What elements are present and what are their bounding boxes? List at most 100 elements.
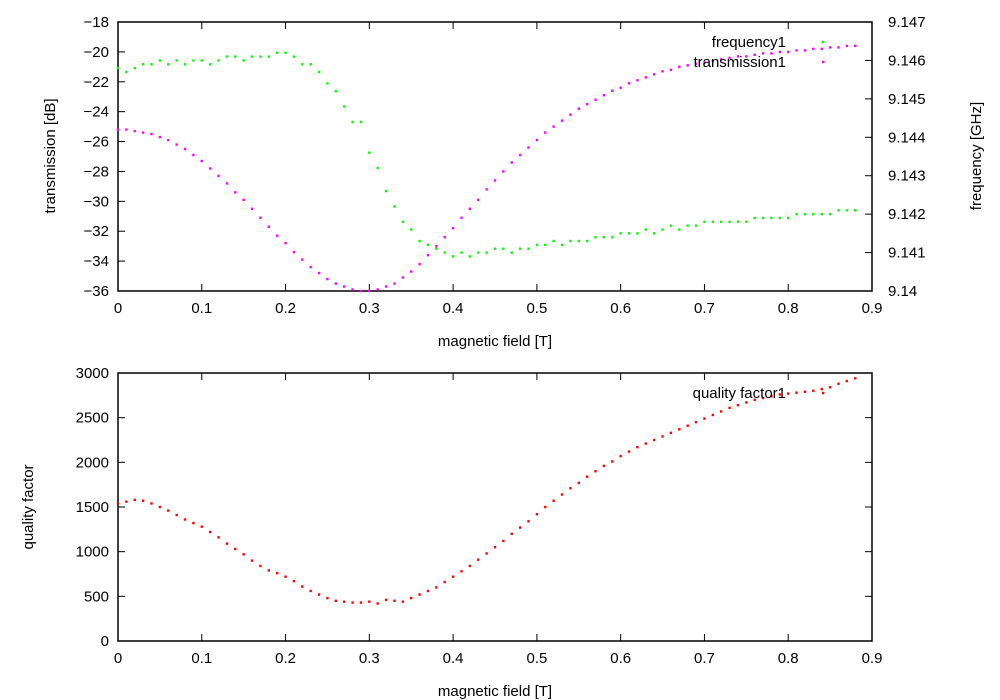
data-point (745, 55, 748, 58)
top-x-tick-label: 0.2 (275, 300, 296, 317)
data-point (828, 212, 832, 216)
data-point (585, 102, 589, 106)
data-point (443, 251, 446, 254)
data-point (854, 209, 857, 212)
data-point (275, 234, 279, 237)
data-point (636, 79, 639, 82)
data-point (510, 161, 513, 164)
data-point (393, 205, 396, 208)
data-point (250, 559, 254, 562)
data-point (795, 391, 798, 394)
data-point (326, 596, 329, 600)
data-point (133, 66, 136, 70)
data-point (518, 247, 522, 250)
top-x-tick-label: 0.5 (526, 300, 547, 317)
data-point (334, 282, 338, 285)
data-point (493, 247, 497, 250)
top-y2-tick-label: 9.142 (888, 206, 926, 223)
data-point (200, 525, 203, 528)
data-point (208, 63, 212, 66)
top-y-tick-label: −26 (84, 134, 109, 151)
data-point (468, 564, 472, 568)
data-point (451, 227, 455, 230)
top-y2-tick-label: 9.147 (888, 14, 926, 31)
data-point (845, 379, 849, 383)
data-point (502, 539, 505, 543)
data-point (569, 113, 572, 116)
data-point (795, 212, 798, 216)
data-point (225, 542, 229, 545)
data-point (611, 236, 614, 239)
top-y-tick-label: −24 (84, 104, 109, 121)
data-point (116, 66, 120, 70)
data-point (661, 228, 664, 231)
legend-marker (822, 60, 825, 64)
data-point (828, 386, 832, 389)
data-point (410, 596, 413, 600)
data-point (468, 207, 472, 211)
data-point (652, 232, 656, 235)
data-point (787, 392, 790, 395)
data-point (259, 55, 262, 58)
data-point (443, 236, 446, 239)
data-point (803, 49, 807, 52)
data-point (678, 428, 681, 431)
data-point (535, 138, 539, 142)
data-point (535, 512, 539, 516)
data-point (384, 598, 388, 602)
bottom-x-tick-label: 0.2 (275, 650, 296, 667)
data-point (141, 63, 145, 66)
data-point (795, 49, 798, 52)
data-point (837, 382, 840, 385)
data-point (334, 89, 338, 93)
legend-marker (822, 40, 825, 44)
data-point (502, 247, 505, 250)
data-point (317, 271, 321, 275)
data-point (778, 393, 782, 396)
top-y2-tick-label: 9.146 (888, 52, 926, 69)
series-frequency1 (116, 51, 857, 258)
top-y-tick-label: −36 (84, 283, 109, 300)
data-point (560, 243, 564, 247)
data-point (510, 532, 513, 535)
top-x-axis-label: magnetic field [T] (438, 333, 552, 350)
data-point (393, 282, 396, 285)
data-point (234, 547, 237, 551)
data-point (644, 228, 647, 231)
top-x-tick-label: 0.4 (443, 300, 464, 317)
top-x-tick-label: 0.6 (610, 300, 631, 317)
data-point (125, 128, 128, 131)
data-point (284, 241, 287, 245)
data-point (351, 288, 354, 291)
top-y2-tick-label: 9.14 (888, 283, 917, 300)
data-point (451, 255, 455, 258)
series-quality-factor1 (116, 377, 857, 605)
data-point (736, 55, 740, 58)
series-transmission1 (116, 44, 857, 293)
data-point (460, 251, 463, 254)
top-y-tick-label: −32 (84, 223, 109, 240)
data-point (753, 53, 756, 57)
data-point (552, 239, 555, 243)
data-point (527, 146, 530, 149)
data-point (636, 445, 639, 449)
data-point (410, 270, 413, 273)
data-point (493, 546, 497, 549)
data-point (183, 147, 187, 151)
data-point (787, 216, 790, 220)
data-point (150, 502, 153, 505)
data-point (183, 63, 187, 66)
data-point (694, 224, 698, 227)
data-point (167, 138, 170, 142)
data-point (544, 131, 547, 134)
data-point (192, 59, 195, 62)
bottom-panel: magnetic field [T] quality factor 0 0.1 0.… (20, 365, 882, 700)
data-point (275, 571, 279, 575)
data-point (644, 76, 647, 79)
data-point (569, 487, 572, 490)
data-point (175, 59, 178, 62)
data-point (778, 50, 782, 54)
data-point (544, 505, 547, 509)
data-point (334, 599, 338, 602)
